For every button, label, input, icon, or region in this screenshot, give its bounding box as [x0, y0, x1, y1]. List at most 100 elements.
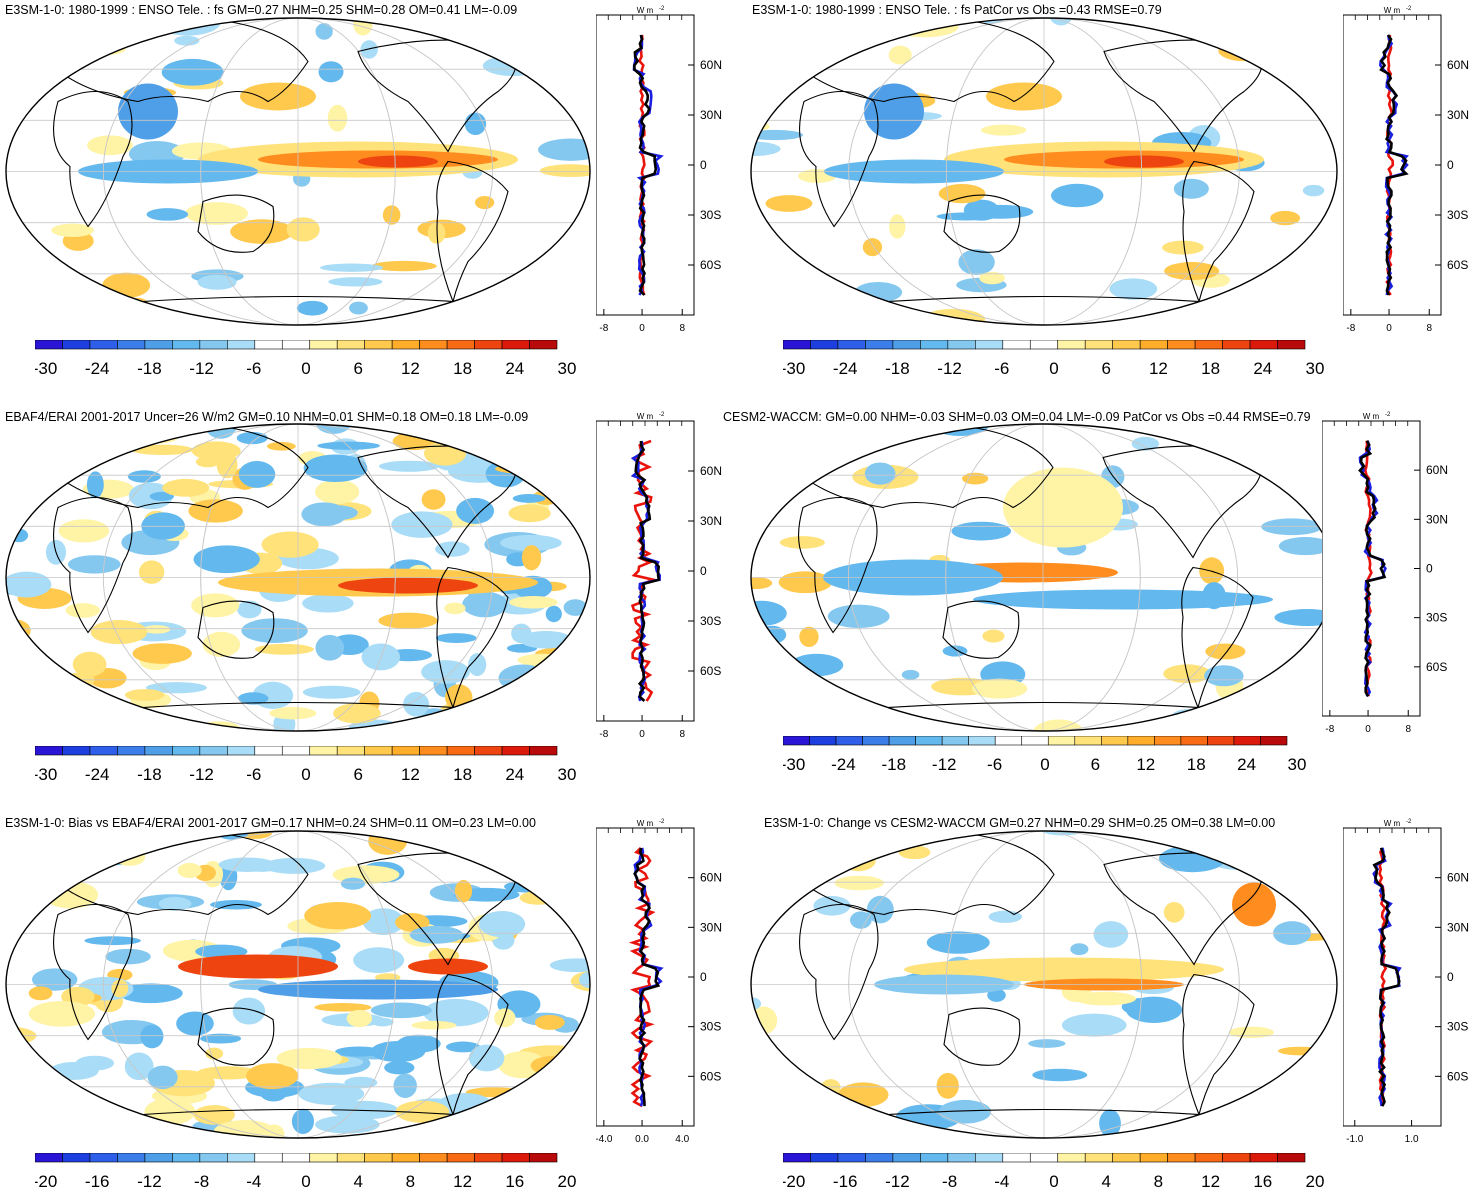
lat-label: 30N: [700, 920, 722, 934]
anomaly-blob: [262, 857, 326, 874]
colorbar-swatch: [391, 746, 420, 756]
colorbar-swatch: [1194, 1153, 1223, 1163]
colorbar-swatch: [865, 340, 894, 350]
lat-label: 30S: [700, 614, 721, 628]
colorbar-swatch: [199, 340, 228, 350]
zonal-units-sup: -2: [1406, 6, 1412, 12]
anomaly-blob: [269, 707, 317, 720]
anomaly-blob: [500, 534, 562, 551]
anomaly-blob: [6, 1052, 35, 1062]
colorbar-tick-label: -30: [35, 765, 57, 784]
anomaly-blob: [521, 545, 542, 571]
lat-label: 60N: [700, 58, 722, 72]
lat-label: 30N: [700, 514, 722, 528]
anomaly-blob: [200, 1033, 242, 1044]
anomaly-blob: [9, 528, 29, 543]
colorbar-tick-label: 0: [301, 359, 310, 378]
anomaly-blob: [435, 633, 477, 644]
colorbar-tick-label: 12: [1201, 1172, 1220, 1191]
anomaly-blob: [358, 155, 438, 168]
colorbar-tick-label: -6: [246, 765, 261, 784]
colorbar-swatch: [391, 340, 420, 350]
anomaly-blob: [429, 18, 473, 26]
anomaly-blob: [142, 625, 171, 634]
anomaly-blob: [328, 277, 383, 287]
colorbar-swatch: [364, 1153, 393, 1163]
colorbar-tick-label: 0: [301, 765, 310, 784]
colorbar-swatch: [941, 736, 969, 746]
lat-label: 0: [1426, 562, 1433, 576]
lat-label: 60N: [700, 464, 722, 478]
anomaly-blob: [52, 425, 96, 450]
colorbar-swatch: [446, 746, 475, 756]
anomaly-blob: [528, 448, 563, 463]
colorbar-tick-label: 12: [401, 765, 420, 784]
colorbar-tick-label: -24: [85, 765, 110, 784]
colorbar-swatch: [837, 340, 866, 350]
anomaly-blob: [577, 924, 590, 937]
colorbar-tick-label: -6: [987, 755, 1002, 774]
colorbar-tick-label: 18: [453, 765, 472, 784]
anomaly-blob: [147, 1065, 178, 1090]
lat-label: 30N: [1447, 108, 1469, 122]
anomaly-blob: [936, 212, 998, 221]
zonal-line-blue: [630, 440, 662, 702]
anomaly-blob: [938, 184, 986, 204]
anomaly-blob: [1205, 643, 1246, 660]
lat-label: 30N: [1447, 920, 1469, 934]
anomaly-blob: [102, 272, 151, 298]
anomaly-blob: [1125, 996, 1183, 1024]
anomaly-blob: [926, 931, 990, 954]
lat-label: 30S: [700, 1020, 721, 1034]
colorbar-tick-label: -12: [189, 765, 214, 784]
anomaly-blob: [146, 208, 189, 221]
anomaly-blob: [296, 300, 328, 316]
colorbar-swatch: [1167, 340, 1196, 350]
lat-label: 30S: [1426, 611, 1447, 625]
colorbar-swatch: [172, 1153, 201, 1163]
colorbar-swatch: [862, 736, 890, 746]
colorbar-swatch: [783, 736, 810, 746]
lat-label: 60N: [1447, 58, 1469, 72]
anomaly-blob: [551, 1112, 590, 1138]
lat-label: 60N: [1447, 871, 1469, 885]
anomaly-blob: [317, 441, 380, 450]
anomaly-blob: [84, 936, 141, 946]
anomaly-blob: [1162, 240, 1204, 255]
colorbar-swatch: [309, 1153, 338, 1163]
anomaly-blob: [1171, 708, 1212, 724]
anomaly-blob: [534, 441, 581, 461]
anomaly-blob: [478, 910, 526, 938]
anomaly-blob: [456, 716, 515, 731]
anomaly-blob: [1283, 28, 1337, 56]
anomaly-blob: [958, 249, 995, 276]
anomaly-blob: [842, 18, 889, 28]
anomaly-blob: [316, 424, 351, 434]
colorbar-swatch: [1222, 1153, 1251, 1163]
colorbar-tick-label: -24: [85, 359, 110, 378]
colorbar-swatch: [783, 1153, 811, 1163]
anomaly-blob: [174, 35, 200, 46]
lat-label: 60S: [1426, 660, 1447, 674]
colorbar-swatch: [309, 340, 338, 350]
colorbar-swatch: [1207, 736, 1235, 746]
anomaly-blob: [237, 692, 269, 705]
anomaly-blob: [888, 45, 912, 65]
anomaly-blob: [216, 451, 238, 479]
lat-label: 30S: [700, 208, 721, 222]
zonal-line-blue: [1358, 440, 1387, 698]
anomaly-blob: [517, 653, 568, 667]
x-tick-label: 8: [679, 729, 685, 740]
anomaly-blob: [563, 599, 588, 616]
colorbar-tick-label: -24: [833, 359, 858, 378]
anomaly-blob: [362, 908, 405, 935]
anomaly-blob: [421, 660, 470, 684]
anomaly-blob: [1232, 882, 1276, 927]
x-tick-label: 0: [1365, 724, 1371, 735]
x-tick-label: 0.0: [635, 1134, 649, 1145]
graticule: [751, 424, 1335, 731]
anomaly-blob: [531, 711, 554, 731]
anomaly-blob: [507, 424, 544, 436]
anomaly-blob: [534, 663, 574, 688]
colorbar-swatch: [144, 1153, 173, 1163]
